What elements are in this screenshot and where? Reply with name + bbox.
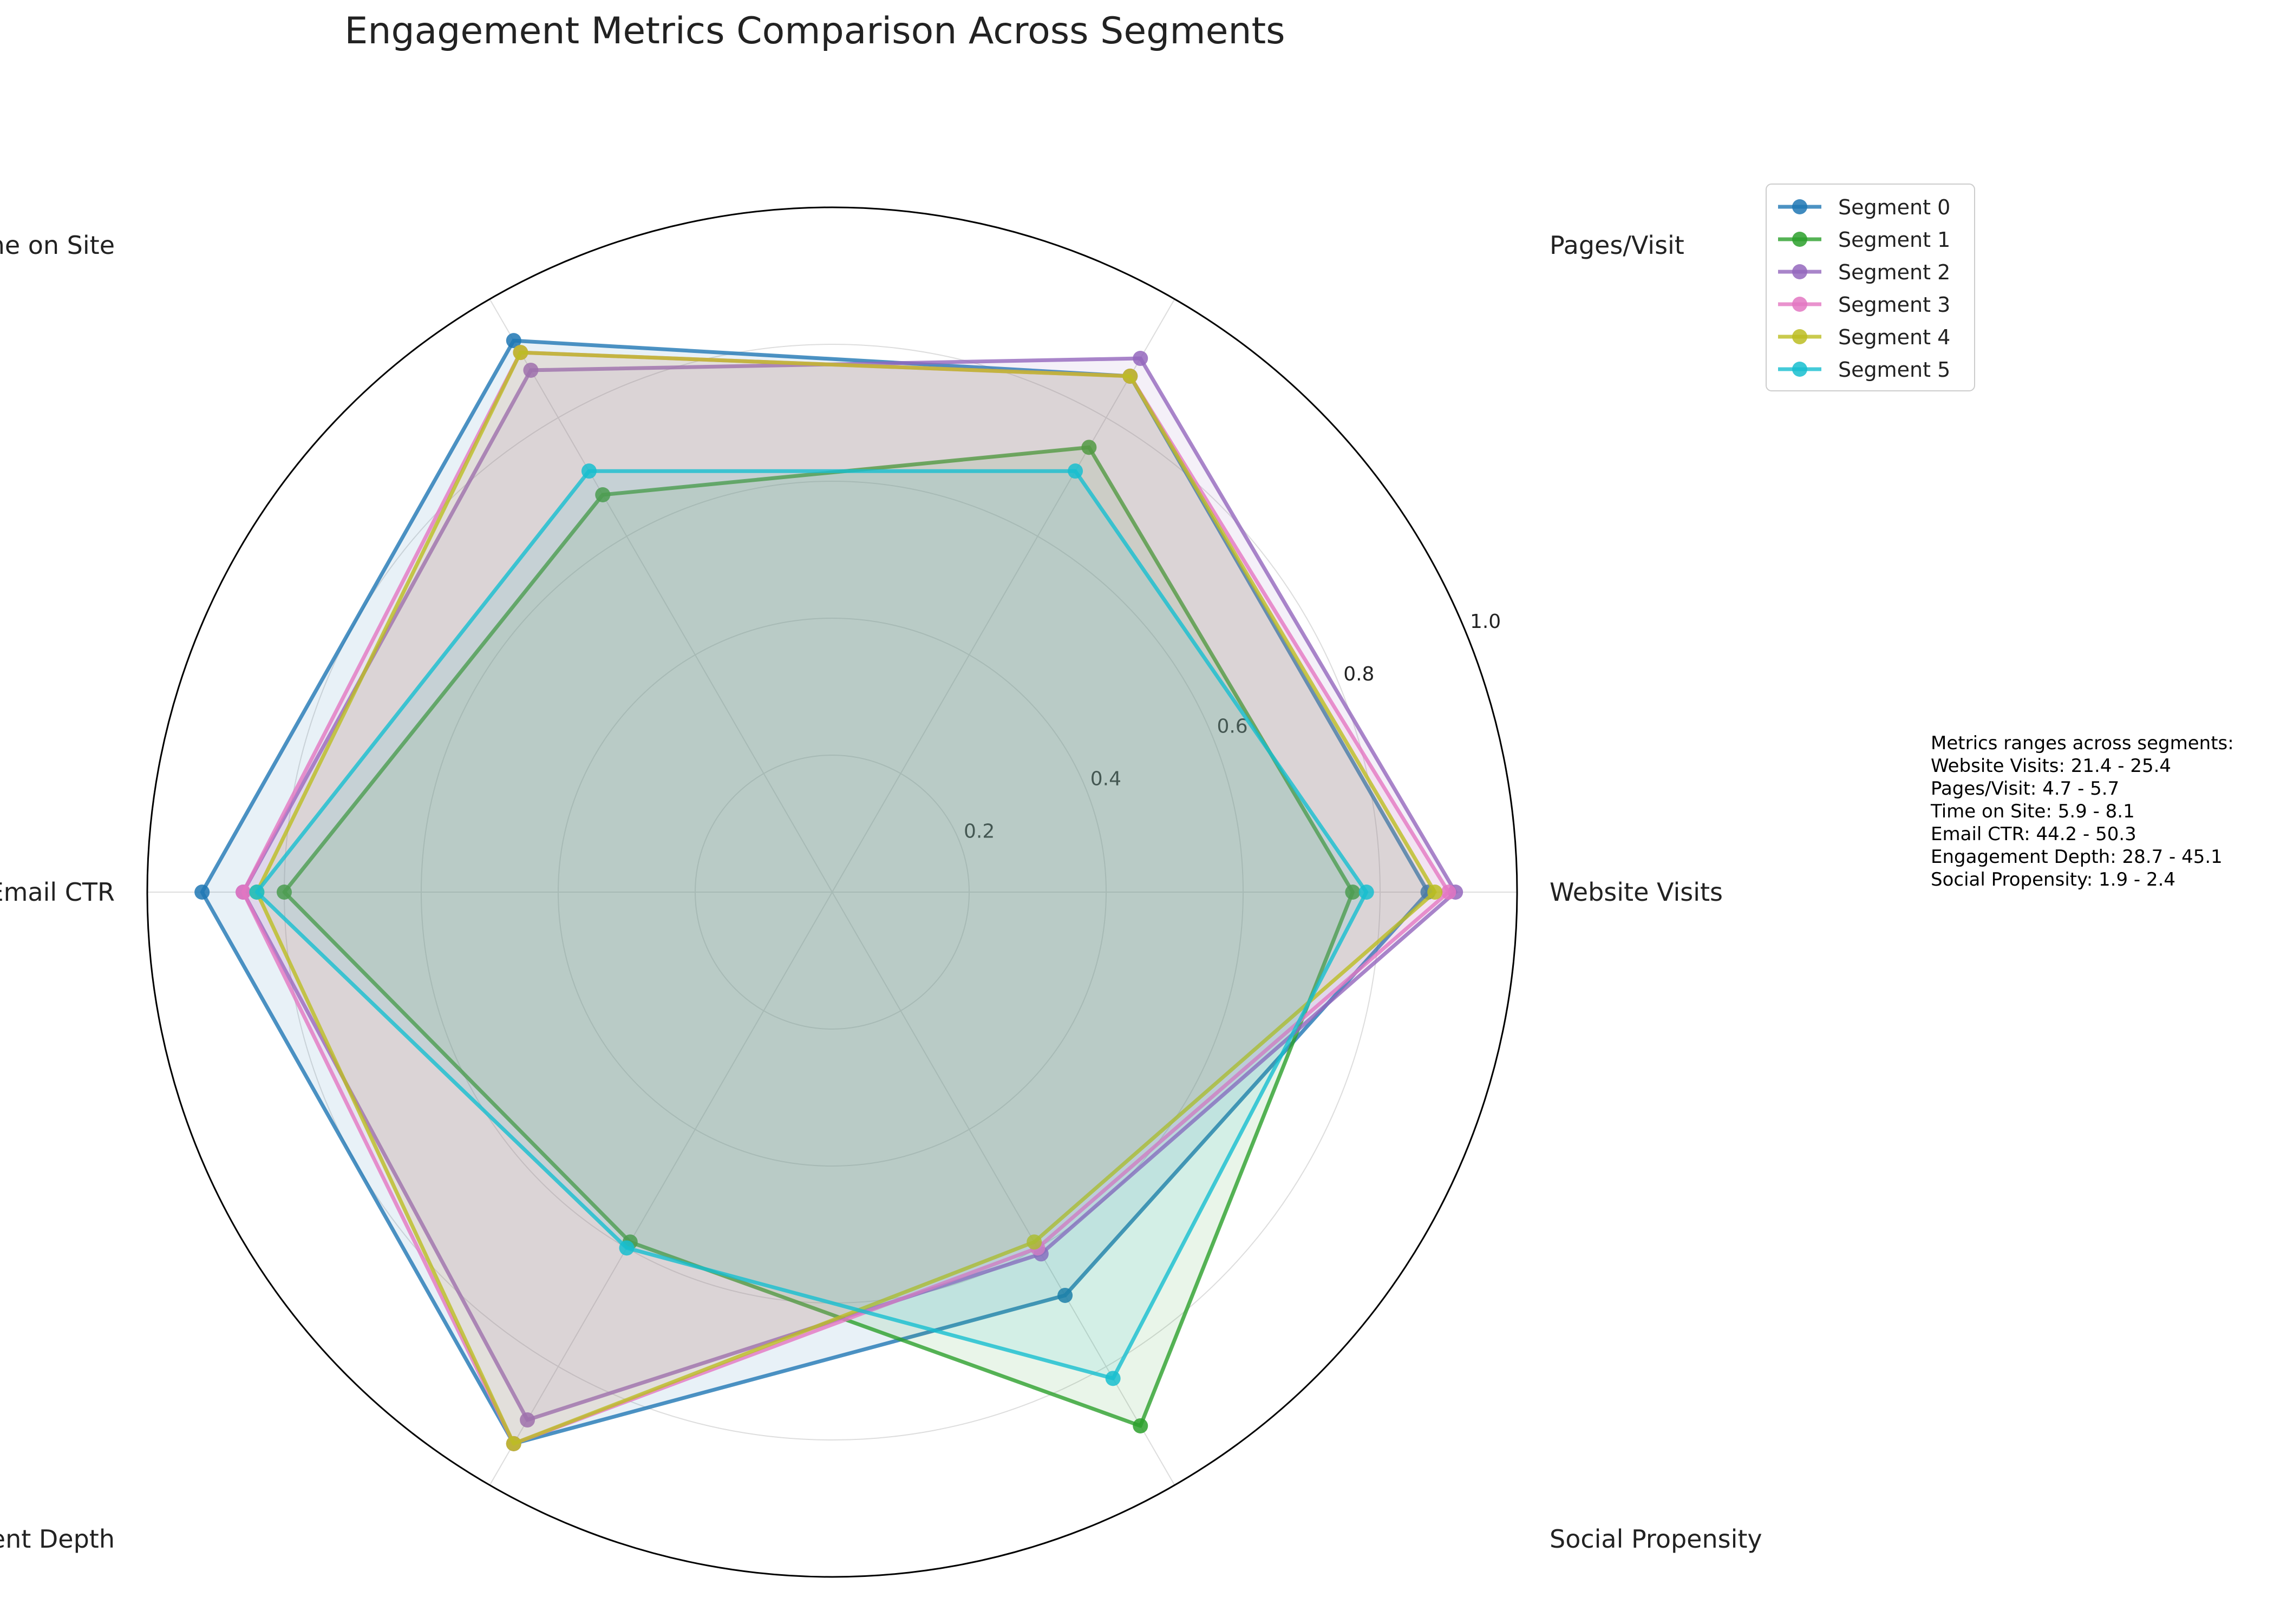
chart-title: Engagement Metrics Comparison Across Seg… — [344, 10, 1285, 53]
annotation-line: Website Visits: 21.4 - 25.4 — [1931, 755, 2172, 777]
data-point — [1427, 885, 1443, 900]
data-point — [194, 885, 210, 900]
data-point — [1068, 463, 1083, 479]
metrics-ranges-annotation: Metrics ranges across segments: Website … — [1931, 732, 2234, 891]
annotation-line: Social Propensity: 1.9 - 2.4 — [1931, 869, 2176, 890]
series-fill — [257, 352, 1435, 1444]
axis-label: Time on Site — [0, 231, 115, 260]
axis-label: Pages/Visit — [1550, 231, 1684, 260]
data-point — [1105, 1371, 1121, 1386]
annotation-heading: Metrics ranges across segments: — [1931, 732, 2234, 754]
axis-label: Engagement Depth — [0, 1524, 115, 1554]
legend-marker — [1792, 297, 1807, 312]
legend-marker — [1792, 264, 1807, 279]
legend: Segment 0 Segment 1 Segment 2 Segment 3 Segm… — [1766, 184, 1975, 391]
data-point — [1441, 885, 1456, 900]
angular-gridline — [832, 298, 1175, 893]
legend-label: Segment 1 — [1838, 228, 1950, 252]
legend-marker — [1792, 232, 1807, 247]
annotation-line: Time on Site: 5.9 - 8.1 — [1931, 801, 2135, 822]
data-point — [249, 885, 265, 900]
data-point — [1122, 368, 1138, 384]
legend-marker — [1792, 329, 1807, 344]
axis-label: Email CTR — [0, 878, 115, 907]
series-layer — [194, 333, 1463, 1451]
data-point — [1133, 1418, 1148, 1433]
data-point — [236, 885, 251, 900]
polar-grid: 0.2 0.4 0.6 0.8 1.0 — [146, 206, 1518, 1578]
data-point — [513, 345, 528, 361]
legend-marker — [1792, 362, 1807, 377]
data-point — [1358, 885, 1374, 900]
data-point — [506, 1436, 521, 1451]
annotation-line: Email CTR: 44.2 - 50.3 — [1931, 823, 2136, 845]
data-point — [1057, 1287, 1073, 1303]
r-tick-label: 0.4 — [1090, 768, 1121, 790]
data-point — [1027, 1234, 1042, 1250]
axis-labels: Website Visits Pages/Visit Time on Site Ema… — [0, 231, 1762, 1554]
data-point — [1133, 351, 1148, 366]
r-tick-label: 1.0 — [1470, 611, 1501, 633]
axis-label: Social Propensity — [1550, 1524, 1762, 1554]
series-fill — [257, 471, 1367, 1379]
data-point — [595, 487, 611, 503]
angular-gridline — [489, 298, 833, 893]
axis-label: Website Visits — [1550, 878, 1723, 907]
legend-label: Segment 5 — [1838, 358, 1950, 382]
data-point — [619, 1240, 635, 1256]
series-segment-1 — [277, 440, 1361, 1433]
data-point — [1345, 885, 1361, 900]
data-point — [1081, 440, 1097, 455]
data-point — [277, 885, 292, 900]
legend-label: Segment 3 — [1838, 293, 1950, 317]
data-point — [506, 333, 521, 349]
legend-label: Segment 2 — [1838, 260, 1950, 284]
annotation-line: Pages/Visit: 4.7 - 5.7 — [1931, 778, 2120, 800]
data-point — [520, 1412, 535, 1428]
angular-gridline — [489, 892, 833, 1486]
polar-frame — [146, 206, 1518, 1578]
r-tick-label: 0.2 — [964, 820, 995, 842]
angular-gridline — [832, 892, 1175, 1486]
r-tick-label: 0.6 — [1217, 716, 1247, 738]
legend-frame — [1766, 184, 1975, 391]
series-fill — [284, 447, 1353, 1426]
data-point — [581, 463, 597, 479]
legend-label: Segment 0 — [1838, 195, 1950, 219]
annotation-line: Engagement Depth: 28.7 - 45.1 — [1931, 846, 2223, 868]
legend-marker — [1792, 199, 1807, 214]
series-segment-5 — [249, 463, 1374, 1386]
r-tick-label: 0.8 — [1343, 663, 1374, 685]
data-point — [523, 362, 539, 378]
legend-label: Segment 4 — [1838, 325, 1950, 349]
